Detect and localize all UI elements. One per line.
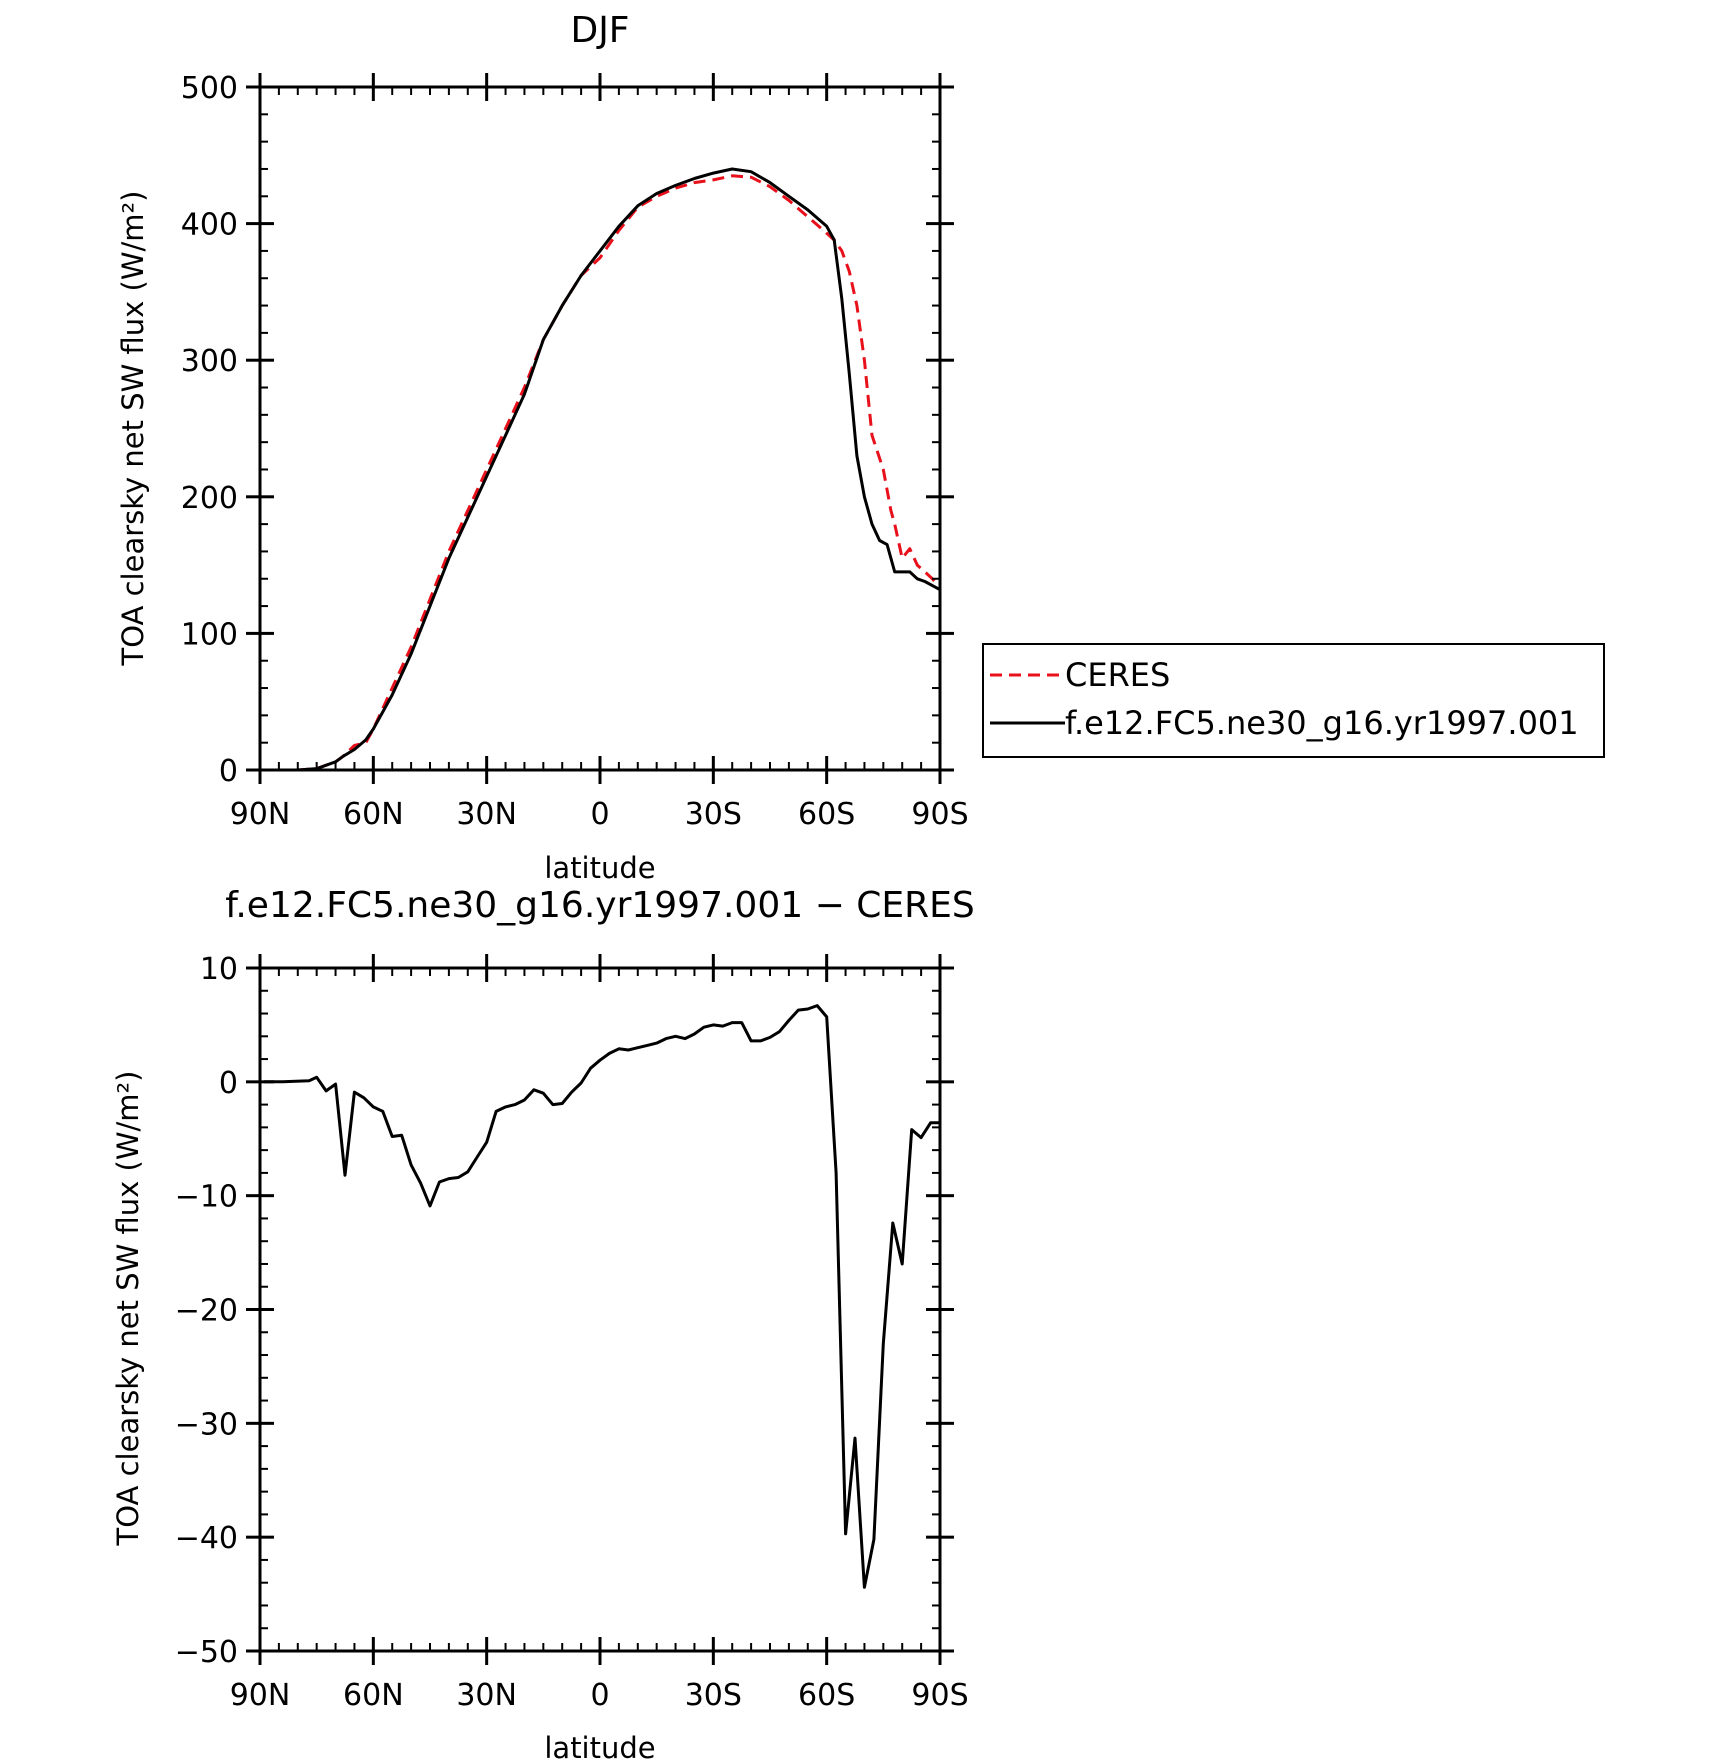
x-tick-label: 30S xyxy=(685,797,742,832)
x-tick-label: 90S xyxy=(911,797,968,832)
x-tick-label: 0 xyxy=(590,1678,609,1713)
bottom-plot-frame xyxy=(258,966,942,1653)
y-tick-label: 400 xyxy=(181,208,238,243)
y-tick-label: 300 xyxy=(181,344,238,379)
x-tick-label: 60S xyxy=(798,1678,855,1713)
y-tick-label: 10 xyxy=(200,952,238,987)
y-tick-label: 0 xyxy=(219,1066,238,1101)
legend-label-ceres: CERES xyxy=(1065,656,1170,694)
y-tick-label: 0 xyxy=(219,754,238,789)
bottom-y-axis-label: TOA clearsky net SW flux (W/m²) xyxy=(111,1071,145,1547)
series-line-ceres xyxy=(260,174,942,772)
y-tick-label: −10 xyxy=(175,1180,238,1215)
x-tick-label: 60N xyxy=(343,1678,404,1713)
x-tick-label: 60N xyxy=(343,797,404,832)
y-tick-label: 100 xyxy=(181,617,238,652)
y-tick-label: −20 xyxy=(175,1294,238,1329)
top-panel: DJF 90N 60N 30N 0 30S 60S 90S0100200300400500 … xyxy=(116,10,1605,885)
top-y-axis-label: TOA clearsky net SW flux (W/m²) xyxy=(116,191,150,667)
bottom-panel: f.e12.FC5.ne30_g16.yr1997.001 − CERES 90… xyxy=(111,885,975,1762)
x-tick-label: 30S xyxy=(685,1678,742,1713)
x-tick-label: 60S xyxy=(798,797,855,832)
series-line-f-e12-fc5-ne30-g16-yr1997-001 xyxy=(260,167,941,772)
x-tick-label: 30N xyxy=(456,797,517,832)
x-tick-label: 0 xyxy=(590,797,609,832)
legend-box xyxy=(982,643,1605,758)
top-chart-title: DJF xyxy=(570,10,629,51)
y-tick-label: −30 xyxy=(175,1407,238,1442)
x-tick-label: 90N xyxy=(230,1678,291,1713)
series-line-difference xyxy=(263,1004,940,1589)
top-x-axis-label: latitude xyxy=(544,851,655,885)
y-tick-label: −50 xyxy=(175,1635,238,1670)
x-tick-label: 30N xyxy=(456,1678,517,1713)
y-tick-label: 500 xyxy=(181,71,238,106)
x-tick-label: 90S xyxy=(911,1678,968,1713)
legend: CERES f.e12.FC5.ne30_g16.yr1997.001 xyxy=(982,643,1605,758)
y-tick-label: −40 xyxy=(175,1521,238,1556)
x-tick-label: 90N xyxy=(230,797,291,832)
legend-label-model: f.e12.FC5.ne30_g16.yr1997.001 xyxy=(1065,704,1579,742)
top-plot-frame xyxy=(258,85,942,772)
bottom-chart-title: f.e12.FC5.ne30_g16.yr1997.001 − CERES xyxy=(225,885,974,926)
y-tick-label: 200 xyxy=(181,481,238,516)
bottom-x-axis-label: latitude xyxy=(544,1731,655,1762)
